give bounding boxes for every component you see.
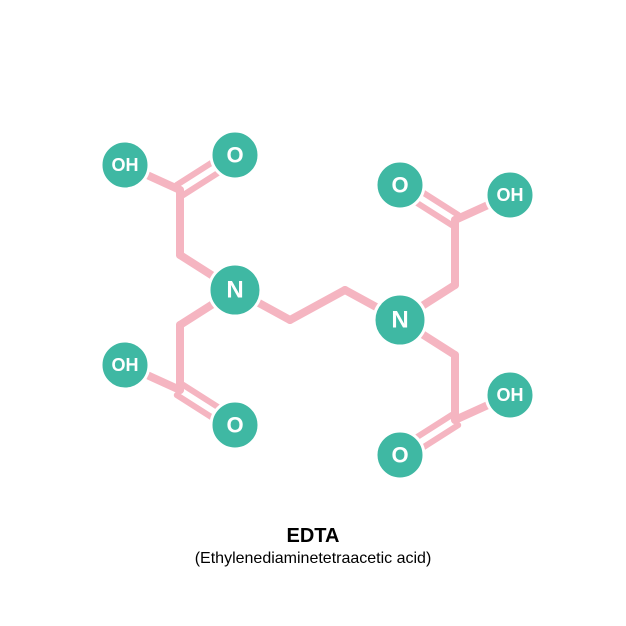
atom-label: N [226, 277, 243, 304]
atom-label: OH [497, 385, 524, 405]
atom-label: O [391, 443, 408, 468]
atom-label: OH [497, 185, 524, 205]
molecule-title: EDTA [0, 525, 626, 548]
molecule-subtitle: (Ethylenediaminetetraacetic acid) [0, 550, 626, 568]
atom-label: OH [112, 355, 139, 375]
molecule-diagram: N N O OH O OH O OH O OH EDTA (Ethylenediaminetetr… [0, 0, 626, 626]
atom-label: O [226, 413, 243, 438]
atom-label: N [391, 307, 408, 334]
atom-label: OH [112, 155, 139, 175]
atom-label: O [226, 143, 243, 168]
atom-label: O [391, 173, 408, 198]
